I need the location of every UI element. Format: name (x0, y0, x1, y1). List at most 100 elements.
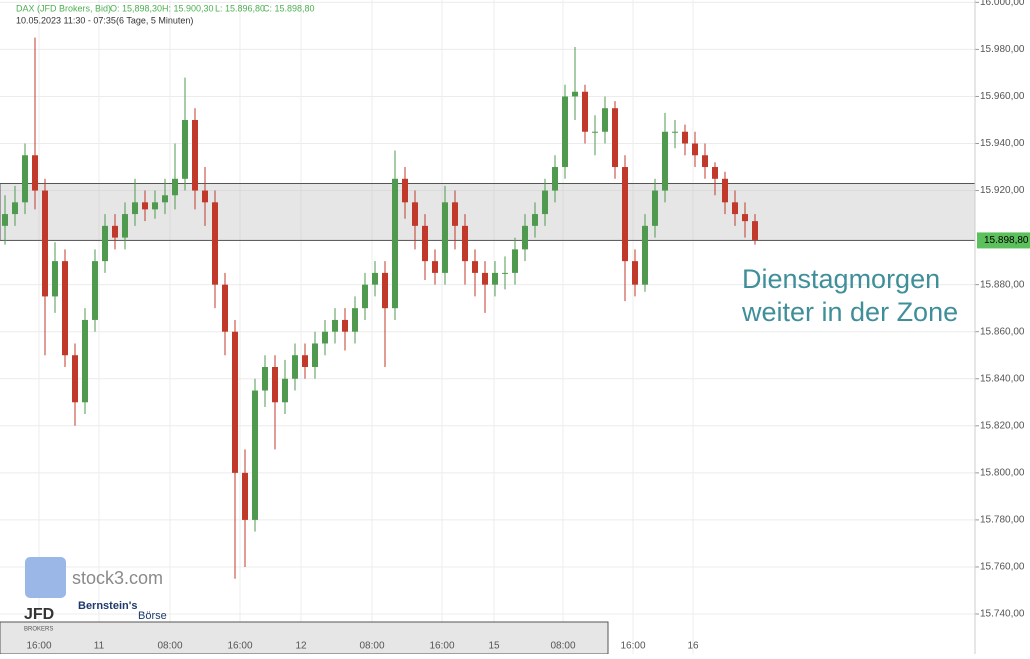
candle-body (692, 143, 698, 156)
annotation: weiter in der Zone (741, 297, 958, 327)
x-tick-label: 08:00 (550, 641, 575, 652)
candle-body (622, 167, 628, 262)
candle-body (452, 202, 458, 226)
candle-body (322, 331, 328, 344)
candle-body (432, 261, 438, 273)
last-price-label: 15.898,80 (984, 235, 1029, 246)
candle-body (342, 319, 348, 332)
candle-body (192, 119, 198, 191)
y-tick-label: 15.980,00 (980, 44, 1025, 55)
candle-body (602, 108, 608, 132)
candle-body (292, 355, 298, 379)
candle-body (532, 214, 538, 226)
logo-text: JFD (24, 606, 54, 623)
candle-body (742, 214, 748, 222)
candle-body (572, 91, 578, 97)
candle-body (102, 225, 108, 262)
candle-body (502, 272, 508, 274)
x-tick-label: 16:00 (620, 641, 645, 652)
x-tick-label: 08:00 (359, 641, 384, 652)
candle-body (382, 272, 388, 309)
y-tick-label: 15.800,00 (980, 467, 1025, 478)
candle-body (152, 202, 158, 210)
logo-icon (25, 557, 66, 598)
candle-body (662, 131, 668, 191)
grid (0, 0, 979, 654)
candle-body (262, 366, 268, 391)
candle-body (552, 167, 558, 191)
logo-text: BROKERS (24, 627, 53, 633)
candle-body (722, 178, 728, 203)
candle-body (332, 319, 338, 332)
candle-body (412, 202, 418, 226)
candle-body (632, 261, 638, 285)
y-tick-label: 15.860,00 (980, 326, 1025, 337)
y-tick-label: 15.960,00 (980, 91, 1025, 102)
candle-body (732, 202, 738, 215)
candle-body (22, 155, 28, 203)
candle-body (422, 225, 428, 262)
time-axis-panel (0, 621, 609, 655)
candle-body (42, 190, 48, 297)
candle-body (142, 202, 148, 210)
y-tick-label: 15.760,00 (980, 562, 1025, 573)
candle-body (402, 178, 408, 203)
candle-body (592, 131, 598, 133)
candle-body (162, 195, 168, 203)
candle-body (362, 284, 368, 309)
header-title: DAX (JFD Brokers, Bid) (16, 3, 111, 13)
candle-body (242, 472, 248, 520)
candle-body (712, 167, 718, 179)
candle-body (232, 331, 238, 473)
candle-body (462, 225, 468, 262)
x-tick-label: 11 (94, 641, 105, 652)
period: (6 Tage, 5 Minuten) (116, 15, 193, 25)
x-tick-label: 16:00 (227, 641, 252, 652)
y-tick-label: 15.920,00 (980, 185, 1025, 196)
annotation: Dienstagmorgen (742, 264, 940, 294)
candle-body (682, 131, 688, 144)
y-tick-label: 15.740,00 (980, 609, 1025, 620)
candle-body (752, 221, 758, 240)
candle-body (182, 119, 188, 179)
candle-body (542, 190, 548, 215)
y-tick-label: 15.840,00 (980, 373, 1025, 384)
candle-body (272, 366, 278, 403)
marks (2, 37, 758, 579)
x-tick-label: 08:00 (157, 641, 182, 652)
x-tick-label: 15 (488, 641, 500, 652)
subtitle: 10.05.2023 11:30 - 07:35 (16, 15, 116, 25)
y-tick-label: 15.780,00 (980, 515, 1025, 526)
candle-body (562, 96, 568, 168)
candle-body (82, 319, 88, 403)
x-tick-label: 16:00 (429, 641, 454, 652)
candle-body (252, 390, 258, 520)
candle-body (52, 261, 58, 297)
candle-body (642, 225, 648, 285)
candle-body (352, 308, 358, 332)
candle-body (92, 261, 98, 320)
ohlc: O: 15,898,30 (110, 3, 162, 13)
candle-body (512, 249, 518, 273)
candle-body (672, 131, 678, 133)
y-tick-label: 15.880,00 (980, 279, 1025, 290)
candle-body (222, 284, 228, 332)
candle-body (172, 178, 178, 196)
x-tick-label: 12 (295, 641, 307, 652)
candle-body (612, 108, 618, 168)
candle-body (482, 272, 488, 285)
candle-body (212, 202, 218, 285)
candle-body (72, 355, 78, 403)
candle-body (62, 261, 68, 356)
y-tick-label: 16.000,00 (980, 0, 1025, 8)
candle-body (132, 202, 138, 215)
y-tick-label: 15.940,00 (980, 138, 1025, 149)
candle-body (392, 178, 398, 309)
candle-body (112, 225, 118, 238)
candle-body (282, 378, 288, 403)
candle-body (372, 272, 378, 285)
candle-body (472, 261, 478, 273)
candle-body (32, 155, 38, 191)
candle-body (522, 225, 528, 250)
